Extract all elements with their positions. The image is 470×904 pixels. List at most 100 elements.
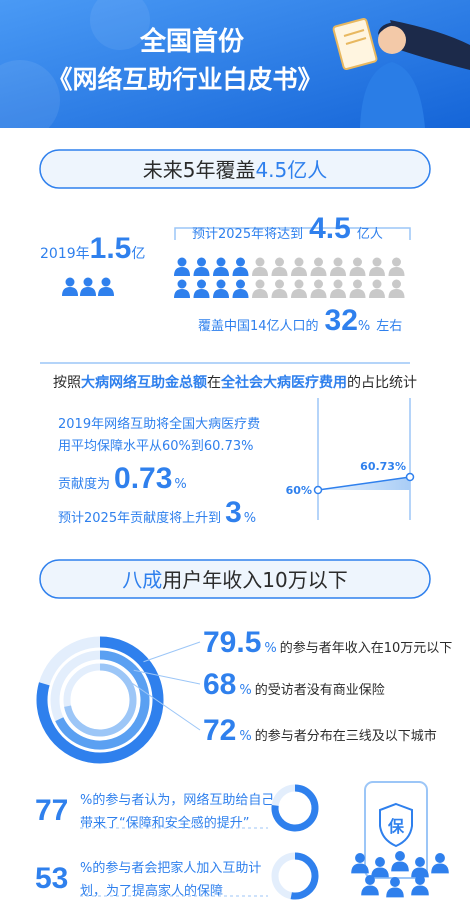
person-icon (101, 277, 111, 287)
person-icon (411, 867, 429, 878)
person-icon (365, 875, 375, 885)
stat: 79.5% 的参与者年收入在10万元以下 (203, 626, 452, 659)
stat: 68% 的受访者没有商业保险 (203, 668, 385, 701)
person-icon (236, 279, 245, 289)
header-line1: 全国首份 (139, 26, 244, 57)
ring-arc (271, 784, 319, 832)
chart-label: 60.73% (360, 460, 406, 473)
person-icon (271, 289, 288, 298)
heading-part: 全社会大病医疗费用 (220, 374, 347, 391)
person-icon (411, 885, 429, 896)
person-icon (371, 867, 389, 878)
unit: % (358, 319, 370, 334)
attitude-value: 77 (35, 794, 68, 827)
person-icon (353, 279, 362, 289)
stat-text: 的参与者分布在三线及以下城市 (255, 728, 437, 744)
person-icon (177, 279, 187, 289)
person-icon (349, 267, 366, 276)
person-icon (388, 267, 405, 276)
current-contribution: 贡献度为 0.73% (58, 462, 187, 495)
person-icon (415, 857, 425, 867)
person-icon (330, 289, 346, 298)
leader-line (124, 677, 201, 731)
person-icon (333, 279, 343, 289)
person-icon (177, 257, 187, 267)
stat-unit: % (239, 683, 251, 698)
person-icon (197, 257, 206, 267)
value: 3 (225, 496, 242, 529)
person-icon (62, 287, 78, 296)
person-icon (252, 267, 268, 276)
person-icon (232, 267, 249, 276)
current-coverage: 2019年1.5亿 (40, 232, 145, 265)
leader-line (133, 669, 201, 685)
decor (0, 60, 60, 140)
unit: % (174, 477, 186, 492)
label: 预计2025年将达到 (192, 227, 303, 242)
person-icon (392, 257, 401, 267)
person-icon (65, 277, 75, 287)
forecast-contribution: 预计2025年贡献度将上升到 3% (58, 496, 256, 529)
illustration-phone (364, 781, 428, 879)
leader-line (143, 641, 201, 663)
stat-unit: % (239, 729, 251, 744)
person-icon (353, 257, 362, 267)
person-icon (252, 289, 268, 298)
person-icon (197, 279, 206, 289)
person-icon (216, 279, 226, 289)
person-icon (174, 267, 190, 276)
suffix: 左右 (376, 319, 402, 334)
attitude-value: 53 (35, 862, 68, 895)
person-icon (275, 257, 284, 267)
unit: 亿 (131, 246, 145, 262)
person-icon (388, 289, 405, 298)
stat-unit: % (264, 641, 276, 656)
mini-chart (313, 398, 415, 520)
person-icon (330, 267, 346, 276)
person-icon (351, 863, 369, 874)
person-icon (255, 279, 265, 289)
bracket (174, 227, 411, 240)
person-icon (395, 851, 405, 861)
stat-value: 72 (203, 714, 236, 747)
stat-value: 79.5 (203, 626, 261, 659)
section-heading: 八成用户年收入10万以下 (122, 568, 347, 592)
person-icon (213, 267, 229, 276)
person-icon (271, 267, 288, 276)
person-icon (216, 257, 226, 267)
ring-arc (36, 636, 164, 764)
unit: 亿人 (357, 227, 383, 242)
heading-plain: 用户年收入10万以下 (162, 568, 347, 592)
pill (39, 559, 431, 599)
person-icon (174, 289, 190, 298)
value: 4.5 (309, 212, 351, 245)
person-icon (390, 877, 400, 887)
person-icon (369, 289, 385, 298)
ring-arc (290, 852, 319, 900)
person-icon (83, 277, 93, 287)
person-icon (392, 279, 401, 289)
heading-plain: 未来5年覆盖 (143, 158, 256, 182)
attitude-line: %的参与者认为，网络互助给自己 (80, 792, 274, 808)
person-icon (213, 289, 229, 298)
person-icon (98, 287, 114, 296)
person-icon (310, 267, 327, 276)
paragraph-line: 用平均保障水平从60%到60.73% (58, 439, 253, 454)
illustration-woman (332, 18, 470, 128)
person-icon (236, 257, 245, 267)
person-icon (372, 279, 382, 289)
person-icon (431, 863, 449, 874)
pill (39, 149, 431, 189)
person-icon (294, 257, 304, 267)
person-icon (355, 853, 365, 863)
person-icon (375, 857, 385, 867)
person-icon (314, 257, 323, 267)
stat-value: 68 (203, 668, 236, 701)
ring-arc (55, 650, 150, 750)
stat: 72% 的参与者分布在三线及以下城市 (203, 714, 437, 747)
person-icon (415, 875, 425, 885)
ring-arc (64, 663, 137, 737)
person-icon (193, 289, 210, 298)
badge: 保 (387, 817, 405, 836)
